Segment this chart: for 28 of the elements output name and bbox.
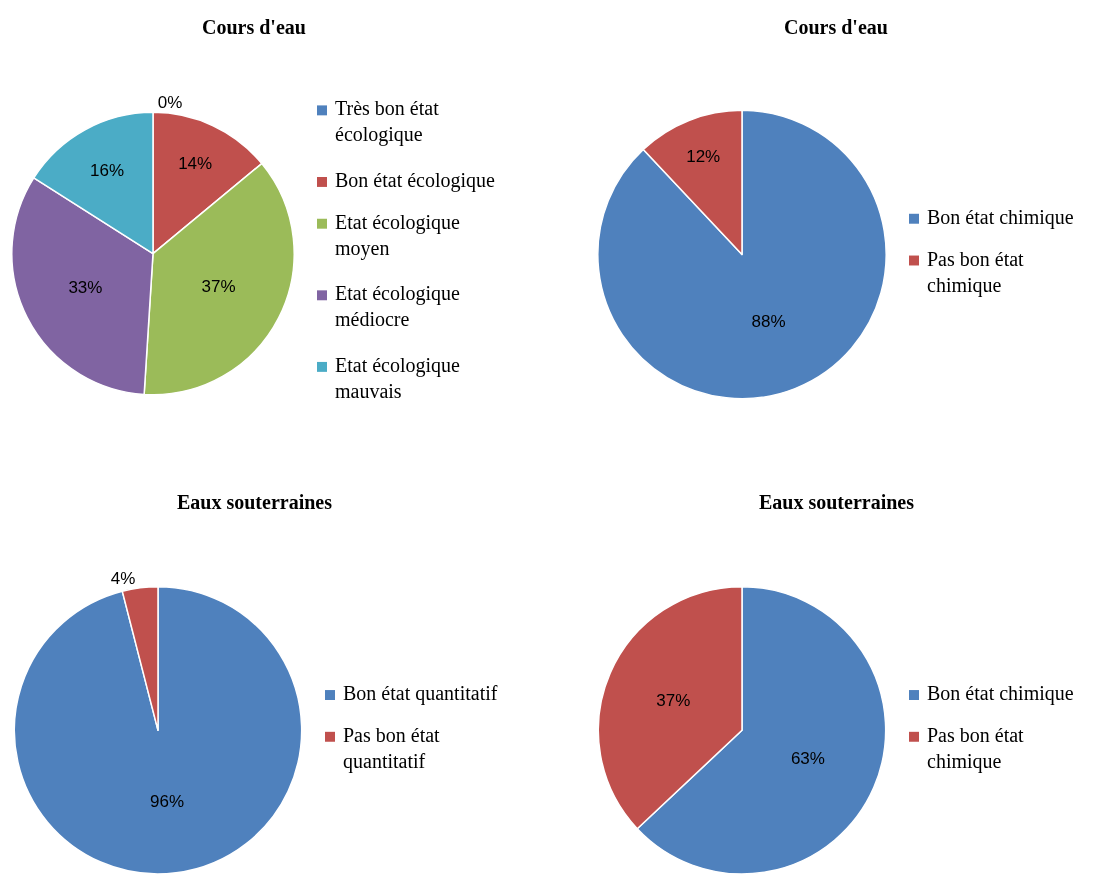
data-label: 14% bbox=[178, 154, 213, 174]
data-label: 37% bbox=[656, 691, 691, 711]
chart-title: Cours d'eau bbox=[784, 16, 888, 38]
data-label: 16% bbox=[90, 160, 125, 180]
pie-slice bbox=[597, 109, 887, 400]
legend-label: Bon état chimique bbox=[927, 206, 1074, 229]
legend-label: Etat écologique mauvais bbox=[335, 354, 461, 402]
data-label: 88% bbox=[751, 312, 786, 332]
legend-label: Bon état écologique bbox=[335, 169, 496, 192]
data-label: 33% bbox=[68, 278, 103, 298]
text: 0% bbox=[157, 93, 183, 113]
legend-label: Etat écologique médiocre bbox=[335, 282, 461, 330]
data-label: 37% bbox=[201, 277, 236, 297]
legend-label: Bon état quantitatif bbox=[343, 682, 498, 705]
data-label: 4% bbox=[110, 568, 136, 588]
chart-title: Cours d'eau bbox=[202, 16, 306, 38]
data-label: 96% bbox=[149, 792, 185, 812]
pie-slice bbox=[13, 585, 303, 875]
legend-label: Pas bon état chimique bbox=[927, 248, 1025, 297]
legend-label: Pas bon état quantitatif bbox=[343, 724, 441, 773]
chart-title: Eaux souterraines bbox=[177, 491, 333, 513]
data-label: 12% bbox=[686, 147, 721, 167]
legend-label: Bon état chimique bbox=[927, 682, 1074, 705]
legend-label: Pas bon état chimique bbox=[927, 724, 1025, 773]
legend-label: Etat écologique moyen bbox=[335, 211, 461, 260]
legend-label: Très bon état écologique bbox=[335, 97, 440, 146]
data-label: 63% bbox=[790, 749, 825, 769]
chart-title: Eaux souterraines bbox=[759, 491, 915, 513]
